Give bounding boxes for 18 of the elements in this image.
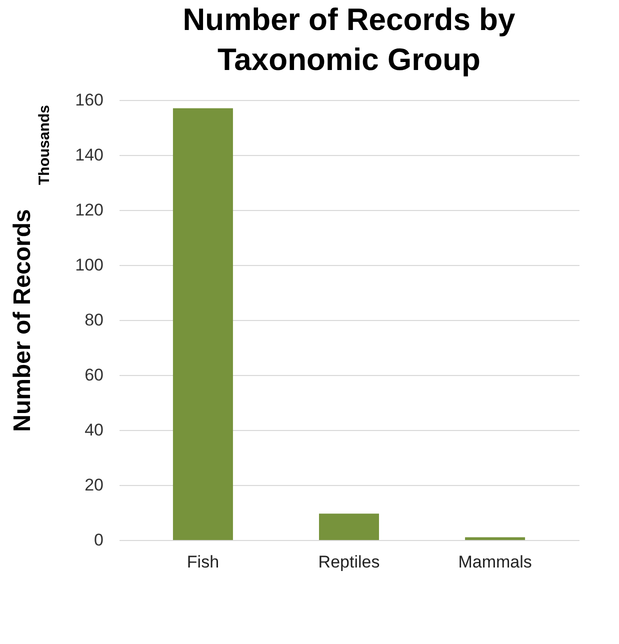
- y-tick-label: 100: [75, 256, 104, 274]
- y-tick-label: 160: [75, 90, 104, 110]
- bar: [172, 108, 233, 540]
- y-tick-label: 0: [94, 530, 104, 550]
- y-tick-label: 40: [84, 420, 104, 440]
- bar: [465, 537, 526, 540]
- y-tick-label: 120: [75, 200, 104, 220]
- x-tick-label: Reptiles: [318, 552, 380, 572]
- text: Thousands: [36, 104, 53, 186]
- y-tick-label: 80: [84, 310, 104, 330]
- bar: [319, 514, 379, 540]
- y-tick-label: 140: [75, 146, 104, 164]
- x-tick-label: Mammals: [458, 552, 532, 572]
- y-tick-label: 60: [84, 366, 104, 384]
- chart-title: Number of Records by Taxonomic Group: [182, 2, 516, 77]
- y-axis-title: Number of Records: [9, 209, 36, 432]
- y-tick-label: 20: [84, 476, 104, 494]
- x-tick-label: Fish: [186, 552, 220, 572]
